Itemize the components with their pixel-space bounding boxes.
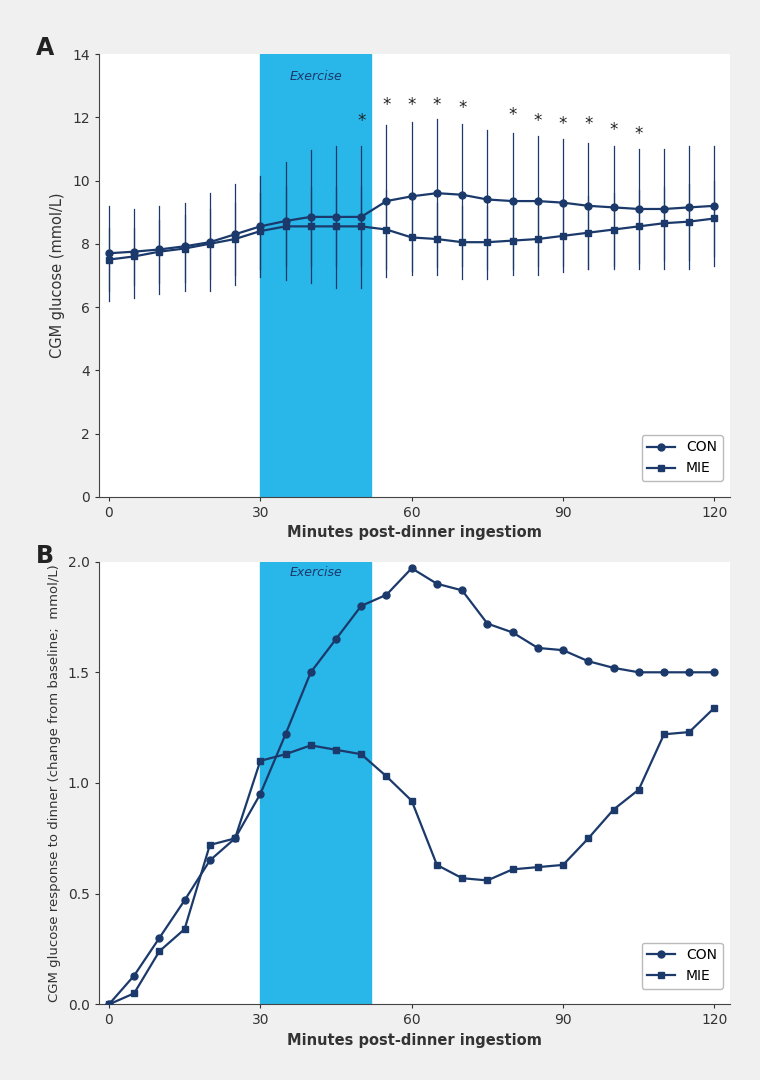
Text: B: B [36, 544, 54, 568]
Text: *: * [635, 124, 643, 143]
X-axis label: Minutes post-dinner ingestiom: Minutes post-dinner ingestiom [287, 1032, 542, 1048]
Text: *: * [382, 96, 391, 114]
Text: *: * [584, 116, 593, 133]
Bar [260, 54, 372, 497]
Text: *: * [610, 121, 618, 139]
Legend: CON, MIE: CON, MIE [641, 943, 723, 988]
Text: Exercise: Exercise [290, 70, 342, 83]
Text: *: * [534, 112, 542, 130]
Text: A: A [36, 37, 54, 60]
Y-axis label: CGM glucose response to dinner (change from baseline;  mmol/L): CGM glucose response to dinner (change f… [48, 564, 61, 1002]
Text: *: * [407, 96, 416, 114]
X-axis label: Minutes post-dinner ingestiom: Minutes post-dinner ingestiom [287, 525, 542, 540]
Y-axis label: CGM glucose (mmol/L): CGM glucose (mmol/L) [50, 192, 65, 359]
Text: *: * [357, 112, 366, 130]
Text: *: * [458, 99, 467, 118]
Text: *: * [559, 116, 567, 133]
Legend: CON, MIE: CON, MIE [641, 435, 723, 481]
Text: *: * [508, 106, 517, 123]
Text: *: * [432, 96, 441, 114]
Bar [260, 562, 372, 1004]
Text: Exercise: Exercise [290, 566, 342, 579]
